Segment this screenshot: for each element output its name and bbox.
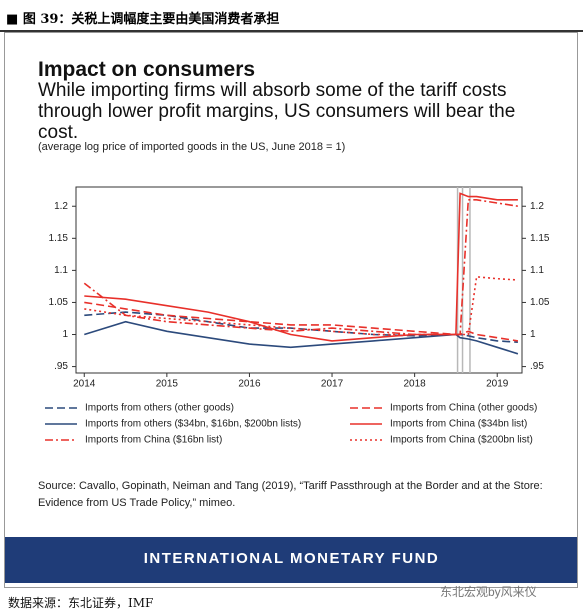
legend-label: Imports from China ($200bn list) [390, 435, 533, 446]
x-tick-label: 2018 [404, 379, 427, 390]
legend-label: Imports from others (other goods) [85, 403, 234, 414]
header-rule [0, 30, 583, 32]
y-tick-label: 1.1 [54, 265, 68, 276]
footer: 数据来源：东北证券，IMF [8, 596, 154, 610]
y-tick-label: 1 [62, 329, 68, 340]
series-line [84, 275, 518, 336]
x-tick-label: 2016 [238, 379, 261, 390]
y2-tick-label: 1.05 [530, 297, 550, 308]
series-line [83, 199, 519, 336]
chart-note: (average log price of imported goods in … [38, 141, 346, 153]
series-line [84, 192, 518, 342]
watermark: 东北宏观by风来仪 [440, 585, 537, 599]
x-tick-label: 2015 [156, 379, 179, 390]
x-tick-label: 2014 [73, 379, 96, 390]
x-tick-label: 2019 [486, 379, 509, 390]
chart-title: Impact on consumers [38, 58, 256, 81]
y2-tick-label: 1.1 [530, 265, 544, 276]
header: ■ 图 39：关税上调幅度主要由美国消费者承担 [6, 12, 280, 27]
y-tick-label: 1.05 [49, 297, 69, 308]
header-text: 图 39：关税上调幅度主要由美国消费者承担 [22, 12, 280, 27]
legend-label: Imports from China (other goods) [390, 403, 537, 414]
x-tick-label: 2017 [321, 379, 344, 390]
banner-text: INTERNATIONAL MONETARY FUND [143, 550, 440, 567]
y2-tick-label: 1.2 [530, 201, 544, 212]
plot-frame [75, 186, 523, 374]
y2-tick-label: 1.15 [530, 233, 550, 244]
legend-label: Imports from China ($16bn list) [85, 435, 222, 446]
frame [4, 32, 578, 588]
legend-label: Imports from China ($34bn list) [390, 419, 527, 430]
banner [5, 537, 577, 583]
y2-tick-label: .95 [530, 361, 544, 372]
y-tick-label: .95 [54, 361, 68, 372]
source: Source: Cavallo, Gopinath, Neiman and Ta… [38, 480, 543, 509]
y2-tick-label: 1 [530, 329, 536, 340]
y-tick-label: 1.15 [49, 233, 69, 244]
y-tick-label: 1.2 [54, 201, 68, 212]
legend-label: Imports from others ($34bn, $16bn, $200b… [85, 419, 301, 430]
chart: .95 .95 1 1 1.05 1.05 1.1 1.1 1.15 1.15 1.2 1.2 2014… [45, 186, 550, 446]
series-line [84, 301, 519, 342]
chart-subtitle: While importing firms will absorb some o… [38, 80, 516, 143]
series-line [84, 320, 519, 355]
